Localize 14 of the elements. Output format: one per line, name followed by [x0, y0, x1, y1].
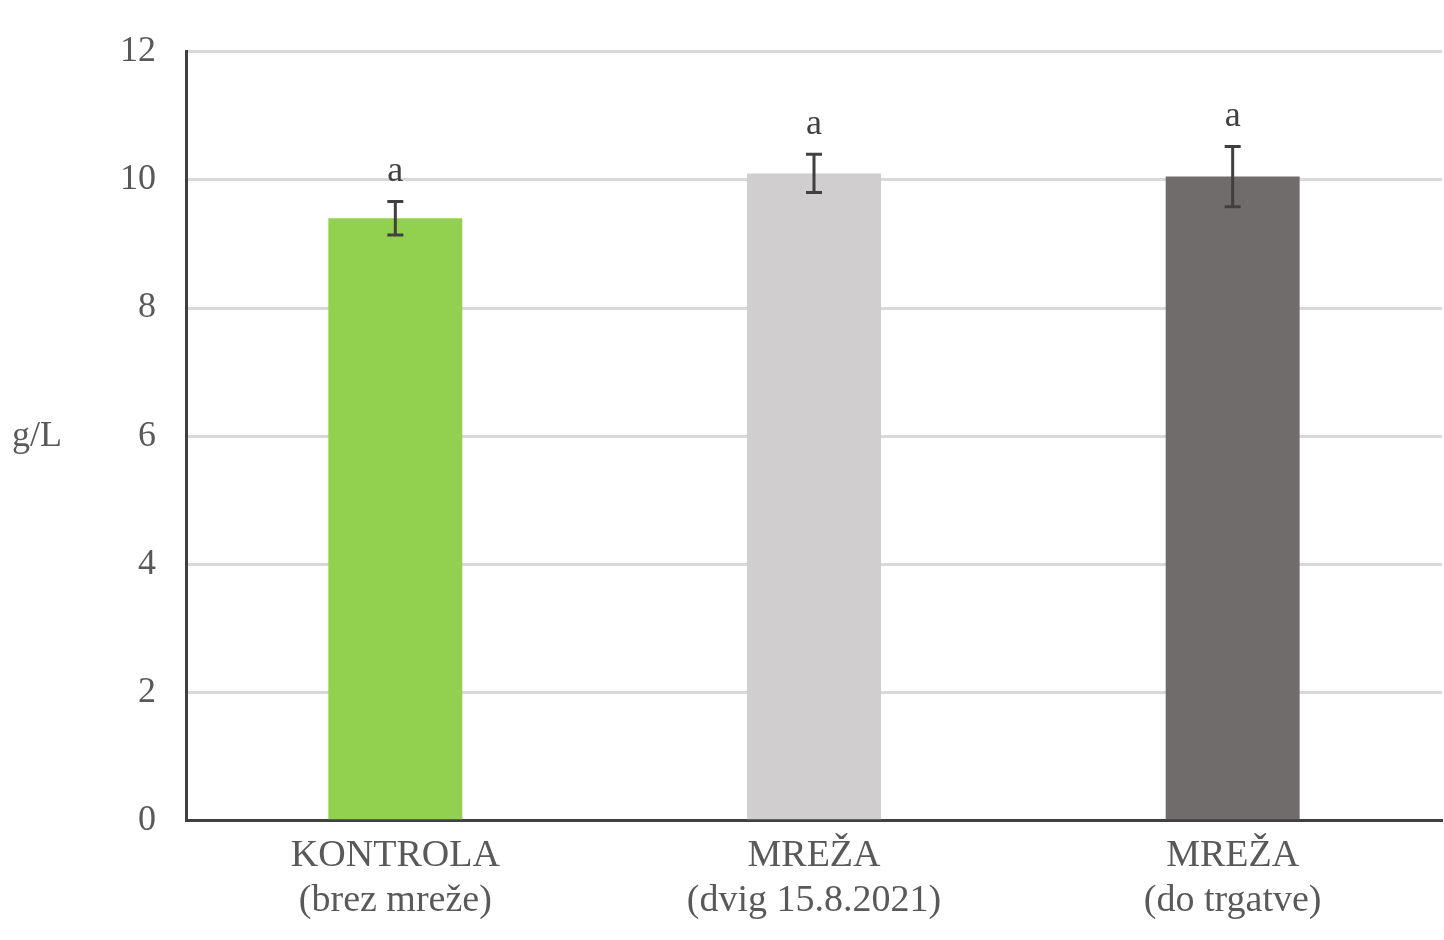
y-tick-label: 12: [120, 29, 156, 70]
y-axis-title: g/L: [12, 413, 62, 454]
y-tick-label: 2: [138, 670, 156, 711]
annotation: a: [387, 149, 404, 190]
y-tick-label: 0: [138, 798, 156, 839]
x-tick-label: KONTROLA (brez mreže): [290, 831, 501, 921]
annotation: a: [1224, 93, 1241, 134]
annotation: a: [806, 101, 823, 142]
y-tick-label: 8: [138, 285, 156, 326]
y-tick-label: 6: [138, 413, 156, 454]
y-tick-label: 4: [138, 541, 156, 582]
x-tick-label: MREŽA (do trgatve): [1143, 831, 1322, 921]
y-tick-label: 10: [120, 157, 156, 198]
x-tick-label: MREŽA (dvig 15.8.2021): [686, 831, 942, 921]
